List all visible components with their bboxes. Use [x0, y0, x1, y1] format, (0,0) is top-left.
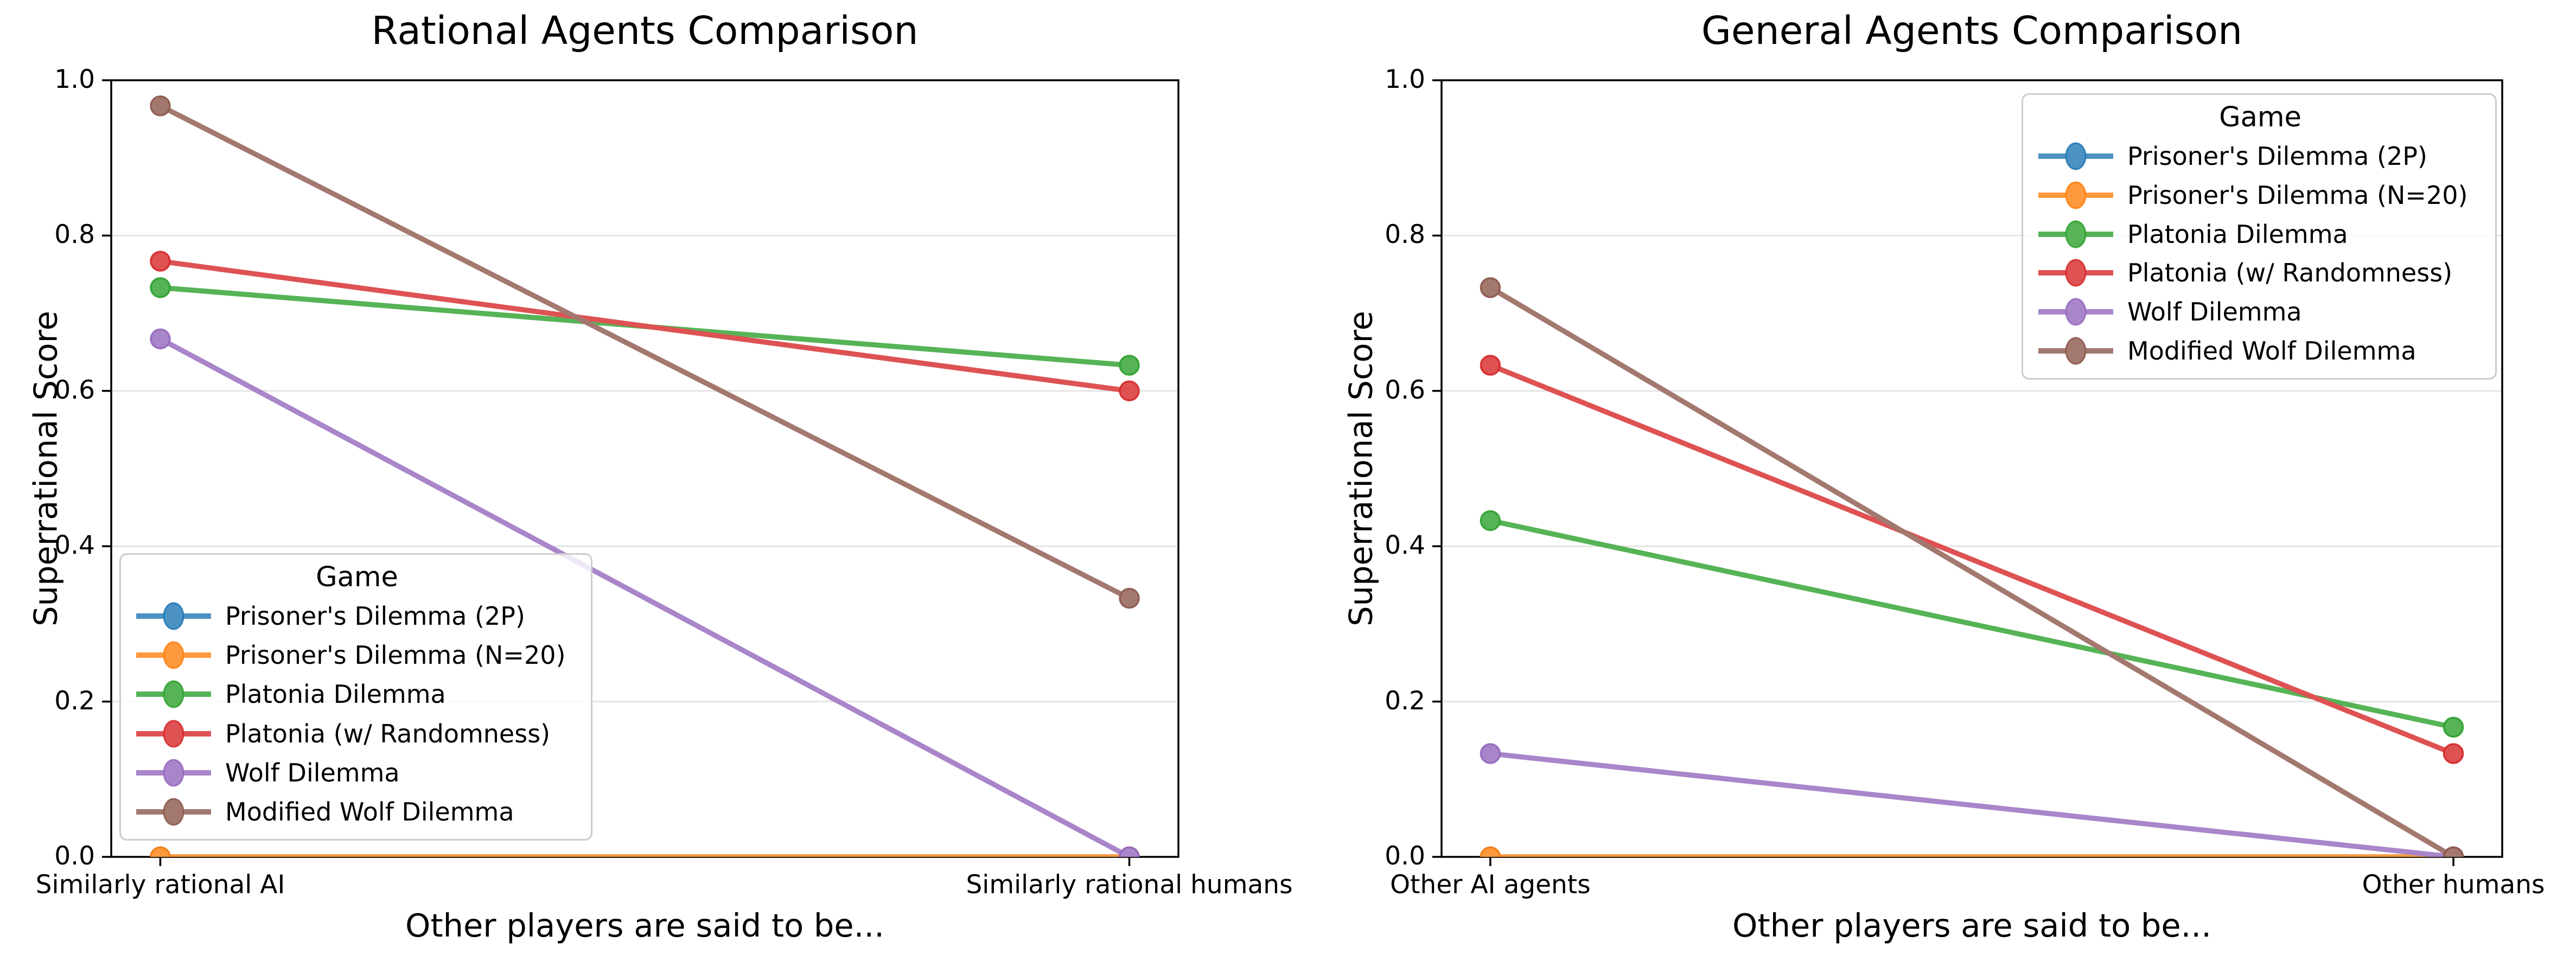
series-group — [150, 95, 1140, 857]
y-tick-label: 0.0 — [1385, 841, 1425, 871]
y-tick-label: 0.2 — [1385, 685, 1425, 716]
y-tick-label: 0.8 — [54, 220, 95, 250]
y-tick-label: 0.8 — [1385, 220, 1425, 250]
chart-general-agents: General Agents Comparison Superrational … — [1288, 0, 2576, 961]
legend-item-label: Wolf Dilemma — [225, 758, 400, 787]
legend-item-label: Wolf Dilemma — [2127, 297, 2302, 327]
legend-marker-icon — [136, 759, 211, 787]
chart-title: Rational Agents Comparison — [371, 8, 919, 53]
series-line — [159, 104, 1131, 601]
legend-item-label: Platonia Dilemma — [225, 680, 446, 709]
legend-item-label: Modified Wolf Dilemma — [2127, 336, 2416, 366]
legend-item-label: Prisoner's Dilemma (N=20) — [2127, 180, 2468, 210]
legend-marker-icon — [136, 680, 211, 708]
data-point — [2443, 716, 2464, 738]
data-point — [150, 95, 171, 117]
data-point — [1480, 743, 1501, 764]
legend-marker-icon — [136, 720, 211, 748]
y-tick-label: 0.6 — [1385, 375, 1425, 405]
legend: Game Prisoner's Dilemma (2P) Prisoner's Di… — [119, 553, 592, 841]
series-line — [1489, 285, 2455, 857]
legend-item: Modified Wolf Dilemma — [133, 792, 581, 831]
legend-item: Platonia Dilemma — [2035, 215, 2485, 254]
legend-item: Platonia (w/ Randomness) — [133, 714, 581, 753]
legend-item: Wolf Dilemma — [2035, 292, 2485, 331]
legend-marker-icon — [136, 798, 211, 826]
legend-item: Platonia (w/ Randomness) — [2035, 253, 2485, 292]
data-point — [2443, 846, 2464, 857]
y-tick-label: 1.0 — [54, 65, 95, 94]
chart-title: General Agents Comparison — [1701, 8, 2243, 53]
data-point — [1480, 277, 1501, 298]
legend-title: Game — [2219, 101, 2301, 133]
legend-marker-icon — [2038, 142, 2113, 170]
legend-title: Game — [316, 561, 398, 593]
legend-item-label: Platonia (w/ Randomness) — [225, 719, 551, 748]
y-tick-label: 0.6 — [54, 375, 95, 405]
legend-item: Prisoner's Dilemma (N=20) — [133, 636, 581, 675]
data-point — [1119, 587, 1140, 609]
legend-marker-icon — [2038, 220, 2113, 248]
legend-item: Wolf Dilemma — [133, 753, 581, 792]
data-point — [1480, 846, 1501, 857]
x-tick-label: Other AI agents — [1390, 870, 1591, 900]
y-tick-label: 0.0 — [54, 841, 95, 871]
legend-item-label: Modified Wolf Dilemma — [225, 797, 514, 827]
legend-marker-icon — [2038, 298, 2113, 326]
y-tick-label: 0.2 — [54, 685, 95, 716]
legend-marker-icon — [2038, 181, 2113, 209]
legend-item-label: Prisoner's Dilemma (N=20) — [225, 640, 566, 670]
legend-item: Prisoner's Dilemma (2P) — [2035, 137, 2485, 176]
x-tick-label: Similarly rational humans — [966, 870, 1293, 900]
data-point — [150, 277, 171, 298]
series-line — [159, 336, 1131, 857]
legend-item-label: Prisoner's Dilemma (2P) — [225, 601, 525, 631]
x-tick-label: Similarly rational AI — [35, 870, 285, 900]
plot-area — [1432, 79, 2503, 866]
legend-marker-icon — [136, 641, 211, 669]
chart-rational-agents: Rational Agents Comparison Superrational… — [27, 8, 1293, 944]
series-line — [160, 258, 1130, 394]
legend-item-label: Platonia Dilemma — [2127, 219, 2348, 249]
data-point — [1119, 355, 1140, 376]
legend: Game Prisoner's Dilemma (2P) Prisoner's Di… — [2022, 93, 2497, 380]
y-tick-label: 0.4 — [54, 530, 95, 561]
legend-item: Platonia Dilemma — [133, 675, 581, 714]
data-point — [150, 328, 171, 350]
y-axis-label: Superrational Score — [1342, 311, 1380, 626]
legend-item-label: Platonia (w/ Randomness) — [2127, 258, 2453, 288]
data-point — [1480, 355, 1501, 376]
series-line — [1489, 363, 2454, 756]
data-point — [150, 846, 171, 857]
legend-marker-icon — [136, 602, 211, 630]
legend-item: Prisoner's Dilemma (N=20) — [2035, 176, 2485, 215]
y-tick-label: 1.0 — [1385, 65, 1425, 94]
legend-marker-icon — [2038, 337, 2113, 365]
data-point — [2443, 743, 2464, 764]
y-tick-label: 0.4 — [1385, 530, 1425, 561]
data-point — [1119, 846, 1140, 857]
x-axis-label: Other players are said to be... — [1732, 907, 2211, 944]
y-axis-label: Superrational Score — [27, 311, 65, 626]
series-line — [1490, 751, 2454, 857]
data-point — [1480, 510, 1501, 531]
series-group — [1480, 277, 2464, 857]
legend-marker-icon — [2038, 259, 2113, 287]
x-tick-label: Other humans — [2362, 870, 2545, 900]
data-point — [150, 251, 171, 272]
series-line — [1489, 518, 2454, 730]
legend-item: Prisoner's Dilemma (2P) — [133, 597, 581, 636]
plot-area — [102, 79, 1179, 866]
data-point — [1119, 380, 1140, 402]
x-axis-label: Other players are said to be... — [405, 907, 884, 944]
legend-item: Modified Wolf Dilemma — [2035, 331, 2485, 370]
legend-item-label: Prisoner's Dilemma (2P) — [2127, 141, 2427, 171]
